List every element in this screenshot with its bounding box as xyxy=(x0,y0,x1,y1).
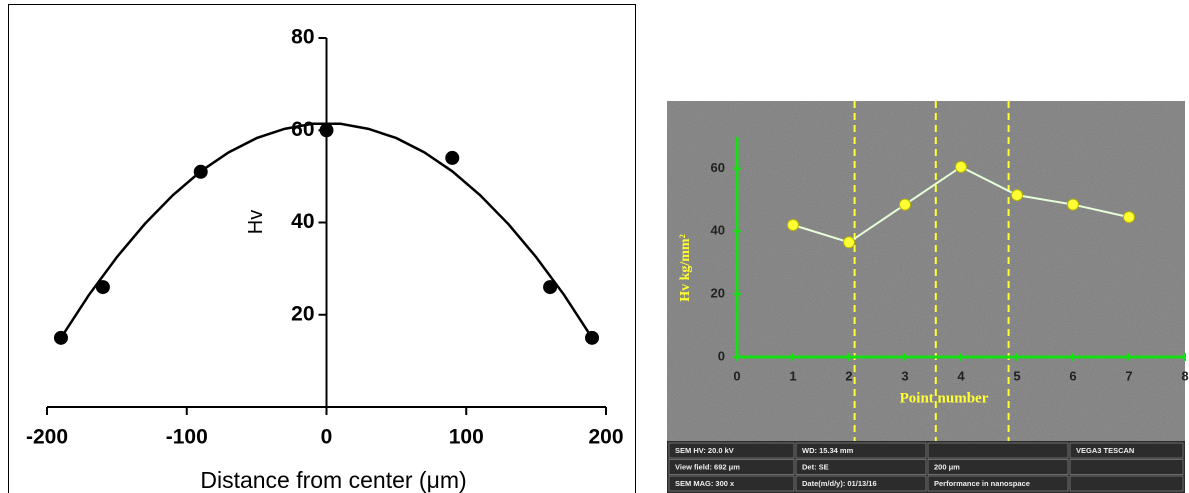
x-axis-label: Distance from center (μm) xyxy=(200,467,466,493)
info-text: Date(m/d/y): 01/13/16 xyxy=(802,479,877,488)
info-cell xyxy=(795,475,927,492)
x-tick-label: 100 xyxy=(449,426,484,449)
sem-texture xyxy=(667,101,1185,441)
y-tick-label: 60 xyxy=(711,160,725,175)
data-point xyxy=(1123,211,1135,224)
x-tick-label: -100 xyxy=(166,426,208,449)
y-tick-label: 60 xyxy=(291,118,314,141)
info-text: SEM MAG: 300 x xyxy=(675,479,735,488)
x-tick-label: -200 xyxy=(26,426,68,449)
y-axis-label: Hv xyxy=(245,210,267,234)
info-cell xyxy=(668,442,795,459)
x-tick-label: 0 xyxy=(321,426,333,449)
left-frame xyxy=(8,4,636,493)
data-point xyxy=(95,280,110,295)
x-tick-label: 7 xyxy=(1125,368,1132,383)
info-text: 200 μm xyxy=(934,462,960,471)
info-cell xyxy=(1069,475,1184,492)
info-cell xyxy=(795,459,927,475)
data-point xyxy=(543,280,558,295)
x-tick-label: 2 xyxy=(845,368,852,383)
y-tick-label: 0 xyxy=(718,348,725,363)
x-tick-label: 200 xyxy=(588,426,623,449)
y-tick-label: 20 xyxy=(711,286,725,301)
data-point xyxy=(787,219,799,231)
data-point xyxy=(1067,198,1079,211)
x-tick-label: 8 xyxy=(1181,368,1188,383)
info-text: View field: 692 μm xyxy=(675,462,740,471)
x-tick-label: 3 xyxy=(901,368,908,383)
x-axis-label: Point number xyxy=(900,390,989,406)
data-point xyxy=(843,236,855,249)
x-tick-label: 0 xyxy=(733,368,740,383)
x-tick-label: 4 xyxy=(957,368,965,383)
data-point xyxy=(899,198,911,211)
data-point xyxy=(445,150,460,165)
info-cell xyxy=(927,459,1069,475)
info-cell xyxy=(668,459,795,475)
y-tick-label: 80 xyxy=(291,26,314,49)
y-axis-label: Hv kg/mm² xyxy=(678,234,693,302)
info-cell xyxy=(927,442,1069,459)
data-point xyxy=(1011,189,1023,202)
y-tick-label: 40 xyxy=(711,223,725,238)
x-tick-label: 5 xyxy=(1013,368,1020,383)
y-tick-label: 40 xyxy=(291,210,314,233)
info-cell xyxy=(927,475,1069,492)
info-text: Det: SE xyxy=(802,462,829,471)
info-text: Performance in nanospace xyxy=(934,479,1030,488)
x-tick-label: 6 xyxy=(1069,368,1076,383)
info-text: WD: 15.34 mm xyxy=(802,446,854,455)
x-tick-label: 1 xyxy=(789,368,796,383)
info-cell xyxy=(795,442,927,459)
info-cell xyxy=(1069,459,1184,475)
fit-curve xyxy=(59,122,594,339)
info-cell xyxy=(668,475,795,492)
info-cell xyxy=(1069,442,1184,459)
info-text: SEM HV: 20.0 kV xyxy=(675,446,734,455)
data-point xyxy=(319,123,334,138)
y-tick-label: 20 xyxy=(291,302,314,325)
info-text: VEGA3 TESCAN xyxy=(1076,446,1134,455)
data-point xyxy=(955,160,967,173)
